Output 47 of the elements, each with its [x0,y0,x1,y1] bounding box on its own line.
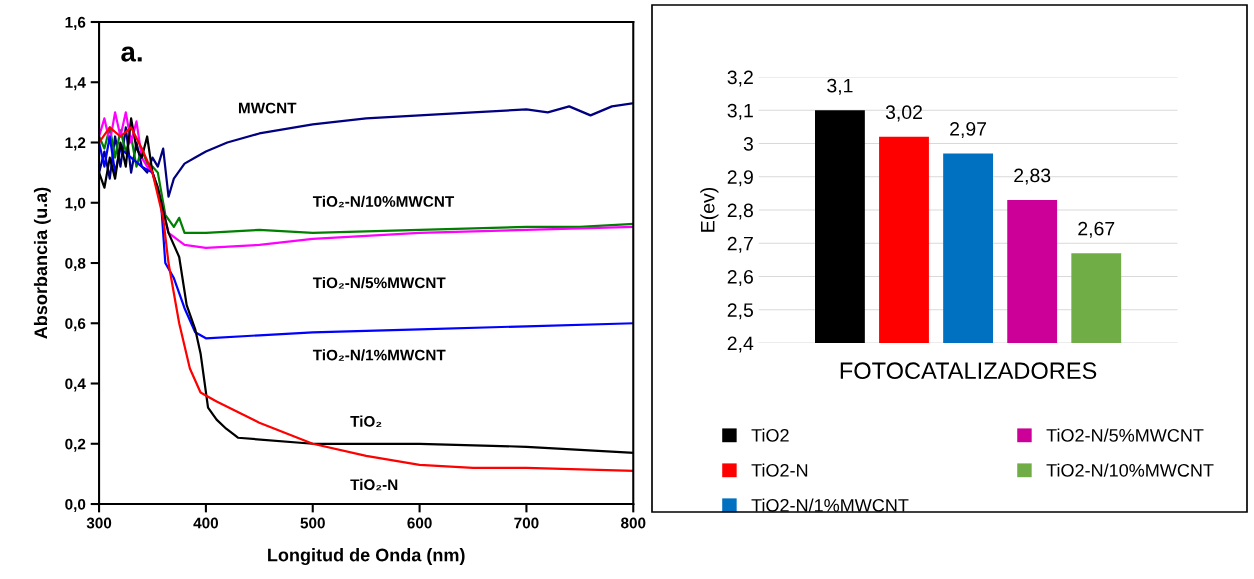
data-label: 3,1 [827,78,853,95]
y-tick-label: 2,8 [727,203,753,220]
series-label: TiO₂-N/10%MWCNT [312,195,455,208]
line-series [99,135,634,340]
annotation: a. [121,46,142,62]
y-tick-label: 0,2 [65,438,86,452]
legend-label: TiO2-N/5%MWCNT [1046,428,1204,442]
y-axis-title: E(ev) [700,187,719,232]
legend-label: TiO2-N [751,463,808,477]
y-tick-label: 2,6 [727,269,753,287]
data-label: 3,02 [885,105,922,122]
data-label: 2,67 [1078,221,1115,238]
x-tick-label: 300 [86,517,112,529]
legend-label: TiO2 [751,428,789,442]
series-label: TiO₂ [350,415,382,428]
series-label: TiO₂-N [350,478,398,491]
y-tick-label: 0,8 [65,257,86,271]
x-axis-title: Longitud de Onda (nm) [268,548,465,566]
legend-label: TiO2-N/10%MWCNT [1046,463,1214,477]
y-tick-label: 3 [743,136,753,151]
x-tick-label: 800 [621,517,646,529]
x-tick-label: 700 [514,517,539,529]
y-tick-label: 0,4 [65,378,86,392]
y-tick-label: 0,0 [65,498,86,512]
y-tick-label: 1,6 [65,16,86,30]
x-axis-title: FOTOCATALIZADORES [840,362,1097,380]
data-label: 2,83 [1014,168,1051,185]
y-tick-label: 2,7 [727,236,753,253]
x-tick-label: 400 [193,517,219,529]
y-tick-label: 2,4 [727,336,754,353]
y-tick-label: 3,1 [727,103,753,120]
series-label: MWCNT [238,102,297,114]
y-tick-label: 1,4 [65,77,86,91]
y-axis-title: Absorbancia (u.a) [33,187,51,339]
x-tick-label: 600 [407,517,432,529]
y-tick-label: 0,6 [65,318,86,332]
y-tick-label: 2,5 [727,303,753,320]
x-tick-label: 500 [300,517,325,529]
legend-label: TiO2-N/1%MWCNT [751,498,909,512]
y-tick-label: 3,2 [727,70,753,87]
y-tick-label: 1,2 [65,137,86,151]
y-tick-label: 1,0 [65,197,86,211]
y-tick-label: 2,9 [727,170,753,187]
data-label: 2,97 [950,121,987,139]
text: TiO₂-N/5%MWCNT [312,276,446,289]
series-label: TiO₂-N/1%MWCNT [312,349,446,361]
line-series [99,126,634,234]
